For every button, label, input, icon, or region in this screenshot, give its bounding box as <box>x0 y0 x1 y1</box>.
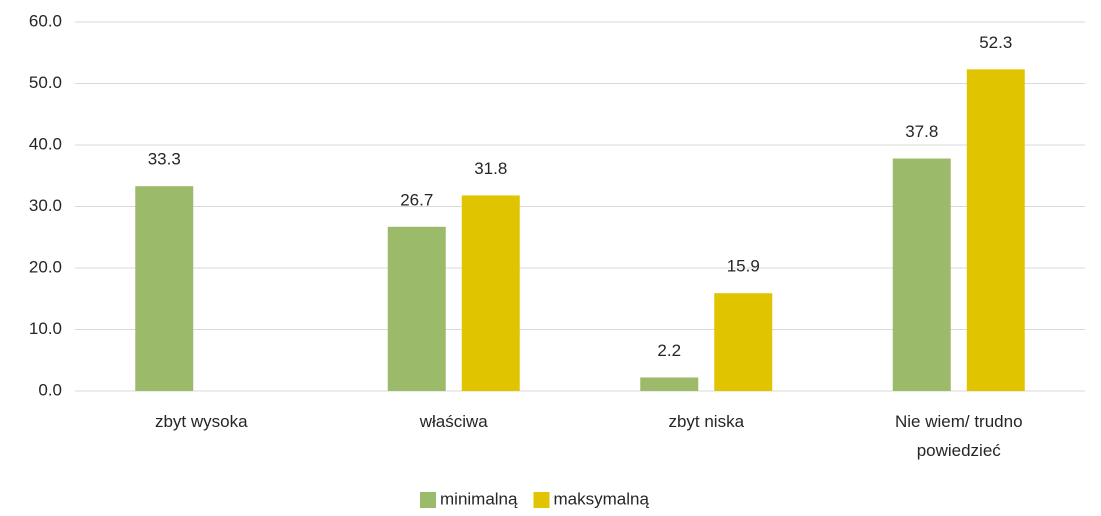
x-tick-label: zbyt niska <box>668 412 745 431</box>
data-label: 15.9 <box>727 257 760 276</box>
legend-label: maksymalną <box>553 489 649 508</box>
data-label: 52.3 <box>979 33 1012 52</box>
data-label: 33.3 <box>148 150 181 169</box>
data-label: 31.8 <box>474 159 507 178</box>
y-tick-label: 60.0 <box>29 11 62 30</box>
x-tick-label: właściwa <box>419 412 488 431</box>
legend-swatch <box>420 492 436 508</box>
data-label: 37.8 <box>905 122 938 141</box>
bar <box>966 69 1025 391</box>
y-tick-label: 20.0 <box>29 257 62 276</box>
legend-swatch <box>533 492 550 508</box>
legend-label: minimalną <box>440 489 518 508</box>
y-tick-label: 30.0 <box>29 196 62 215</box>
bar <box>387 226 446 391</box>
y-tick-label: 10.0 <box>29 319 62 338</box>
y-tick-label: 40.0 <box>29 134 62 153</box>
bar <box>640 377 699 391</box>
x-tick-label: Nie wiem/ trudno powiedzieć <box>894 412 1023 460</box>
bar <box>714 293 773 391</box>
y-tick-label: 0.0 <box>38 380 62 399</box>
bar <box>461 195 520 391</box>
data-label: 2.2 <box>657 341 681 360</box>
data-label: 26.7 <box>400 190 433 209</box>
y-tick-label: 50.0 <box>29 73 62 92</box>
x-tick-label: zbyt wysoka <box>154 412 248 431</box>
bar <box>892 158 951 391</box>
bar <box>135 186 194 391</box>
